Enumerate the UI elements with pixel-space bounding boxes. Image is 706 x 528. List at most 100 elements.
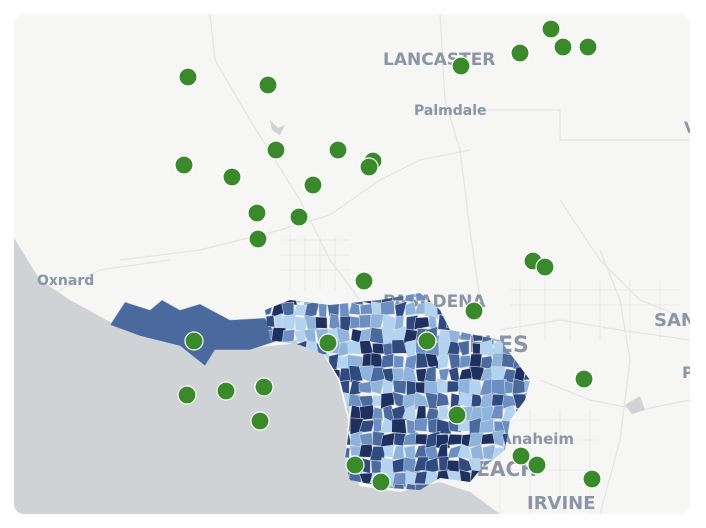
choropleth-region[interactable] [514, 288, 528, 304]
map-marker[interactable] [222, 167, 242, 187]
map-marker[interactable] [371, 472, 391, 492]
choropleth-region[interactable] [382, 444, 394, 458]
choropleth-region[interactable] [391, 418, 407, 435]
choropleth-region[interactable] [380, 392, 395, 410]
choropleth-region[interactable] [425, 457, 440, 475]
choropleth-region[interactable] [391, 445, 405, 460]
choropleth-region[interactable] [480, 482, 494, 497]
choropleth-region[interactable] [339, 379, 350, 395]
choropleth-region[interactable] [413, 316, 430, 331]
choropleth-region[interactable] [394, 315, 405, 331]
map-marker[interactable] [553, 37, 573, 57]
map-marker[interactable] [318, 333, 338, 353]
map-marker[interactable] [177, 385, 197, 405]
choropleth-region[interactable] [382, 379, 394, 397]
choropleth-region[interactable] [260, 315, 276, 328]
choropleth-region[interactable] [261, 301, 274, 317]
choropleth-region[interactable] [491, 430, 505, 447]
choropleth-region[interactable] [437, 354, 449, 369]
map-marker[interactable] [178, 67, 198, 87]
point-markers[interactable] [174, 19, 602, 492]
map-marker[interactable] [258, 75, 278, 95]
choropleth-region[interactable] [415, 352, 429, 369]
map-marker[interactable] [303, 175, 323, 195]
choropleth-region[interactable] [424, 391, 439, 410]
choropleth-region[interactable] [337, 290, 353, 305]
choropleth-region[interactable] [436, 378, 451, 394]
choropleth-region[interactable] [382, 313, 397, 330]
choropleth-region[interactable] [403, 483, 418, 498]
choropleth-region[interactable] [348, 291, 364, 306]
choropleth-region[interactable] [414, 471, 428, 485]
choropleth-region[interactable] [260, 289, 274, 306]
choropleth-region[interactable] [393, 355, 405, 369]
choropleth-region[interactable] [358, 314, 372, 329]
choropleth-region[interactable] [358, 289, 372, 305]
choropleth-region[interactable] [339, 315, 352, 331]
choropleth-region[interactable] [348, 365, 364, 383]
choropleth-region[interactable] [282, 329, 295, 343]
choropleth-region[interactable] [512, 393, 529, 409]
choropleth-region[interactable] [358, 419, 375, 434]
choropleth-region[interactable] [490, 315, 506, 330]
map-marker[interactable] [527, 455, 547, 475]
choropleth-region[interactable] [414, 433, 428, 446]
choropleth-region[interactable] [446, 433, 463, 446]
map-marker[interactable] [248, 229, 268, 249]
map-marker[interactable] [464, 301, 484, 321]
choropleth-region[interactable] [435, 391, 450, 408]
choropleth-region[interactable] [371, 406, 384, 422]
choropleth-region[interactable] [414, 288, 429, 302]
choropleth-region[interactable] [512, 378, 529, 395]
map-marker[interactable] [574, 369, 594, 389]
choropleth-region[interactable] [525, 406, 539, 420]
choropleth-region[interactable] [490, 404, 504, 420]
choropleth-region[interactable] [504, 288, 515, 304]
map-marker[interactable] [511, 446, 531, 466]
choropleth-region[interactable] [327, 288, 341, 305]
choropleth-region[interactable] [523, 367, 539, 381]
map-marker[interactable] [578, 37, 598, 57]
map-marker[interactable] [254, 377, 274, 397]
choropleth-region[interactable] [402, 328, 419, 345]
map-marker[interactable] [447, 405, 467, 425]
choropleth-region[interactable] [523, 300, 539, 317]
choropleth-region[interactable] [515, 482, 527, 500]
choropleth-region[interactable] [392, 472, 407, 488]
choropleth-region[interactable] [318, 303, 328, 318]
choropleth-region[interactable] [393, 432, 407, 447]
choropleth-region[interactable] [339, 300, 350, 319]
choropleth-region[interactable] [438, 367, 450, 381]
choropleth-region[interactable] [370, 459, 382, 474]
choropleth-region[interactable] [303, 289, 317, 306]
choropleth-region[interactable] [348, 302, 361, 316]
map-marker[interactable] [216, 381, 236, 401]
choropleth-region[interactable] [502, 483, 517, 499]
map-marker[interactable] [417, 331, 437, 351]
map-marker[interactable] [174, 155, 194, 175]
choropleth-region[interactable] [380, 353, 394, 369]
choropleth-region[interactable] [359, 404, 375, 421]
map-marker[interactable] [328, 140, 348, 160]
choropleth-region[interactable] [502, 301, 517, 319]
choropleth-region[interactable] [480, 315, 495, 328]
map-marker[interactable] [266, 140, 286, 160]
choropleth-region[interactable] [490, 378, 507, 397]
map-marker[interactable] [184, 331, 204, 351]
choropleth-region[interactable] [358, 381, 375, 394]
map-marker[interactable] [354, 271, 374, 291]
choropleth-region[interactable] [392, 379, 407, 395]
choropleth-region[interactable] [458, 469, 473, 488]
choropleth-region[interactable] [424, 352, 441, 370]
choropleth-region[interactable] [524, 392, 539, 407]
choropleth-region[interactable] [523, 288, 539, 304]
choropleth-region[interactable] [370, 378, 385, 395]
map-marker[interactable] [510, 43, 530, 63]
map-marker[interactable] [250, 411, 270, 431]
map-canvas[interactable]: LANCASTER Palmdale Oxnard PASADENA LOS A… [14, 14, 690, 514]
map-view[interactable]: LANCASTER Palmdale Oxnard PASADENA LOS A… [14, 14, 690, 514]
map-marker[interactable] [345, 455, 365, 475]
choropleth-region[interactable] [348, 379, 362, 397]
choropleth-region[interactable] [490, 485, 507, 499]
choropleth-region[interactable] [490, 303, 506, 318]
